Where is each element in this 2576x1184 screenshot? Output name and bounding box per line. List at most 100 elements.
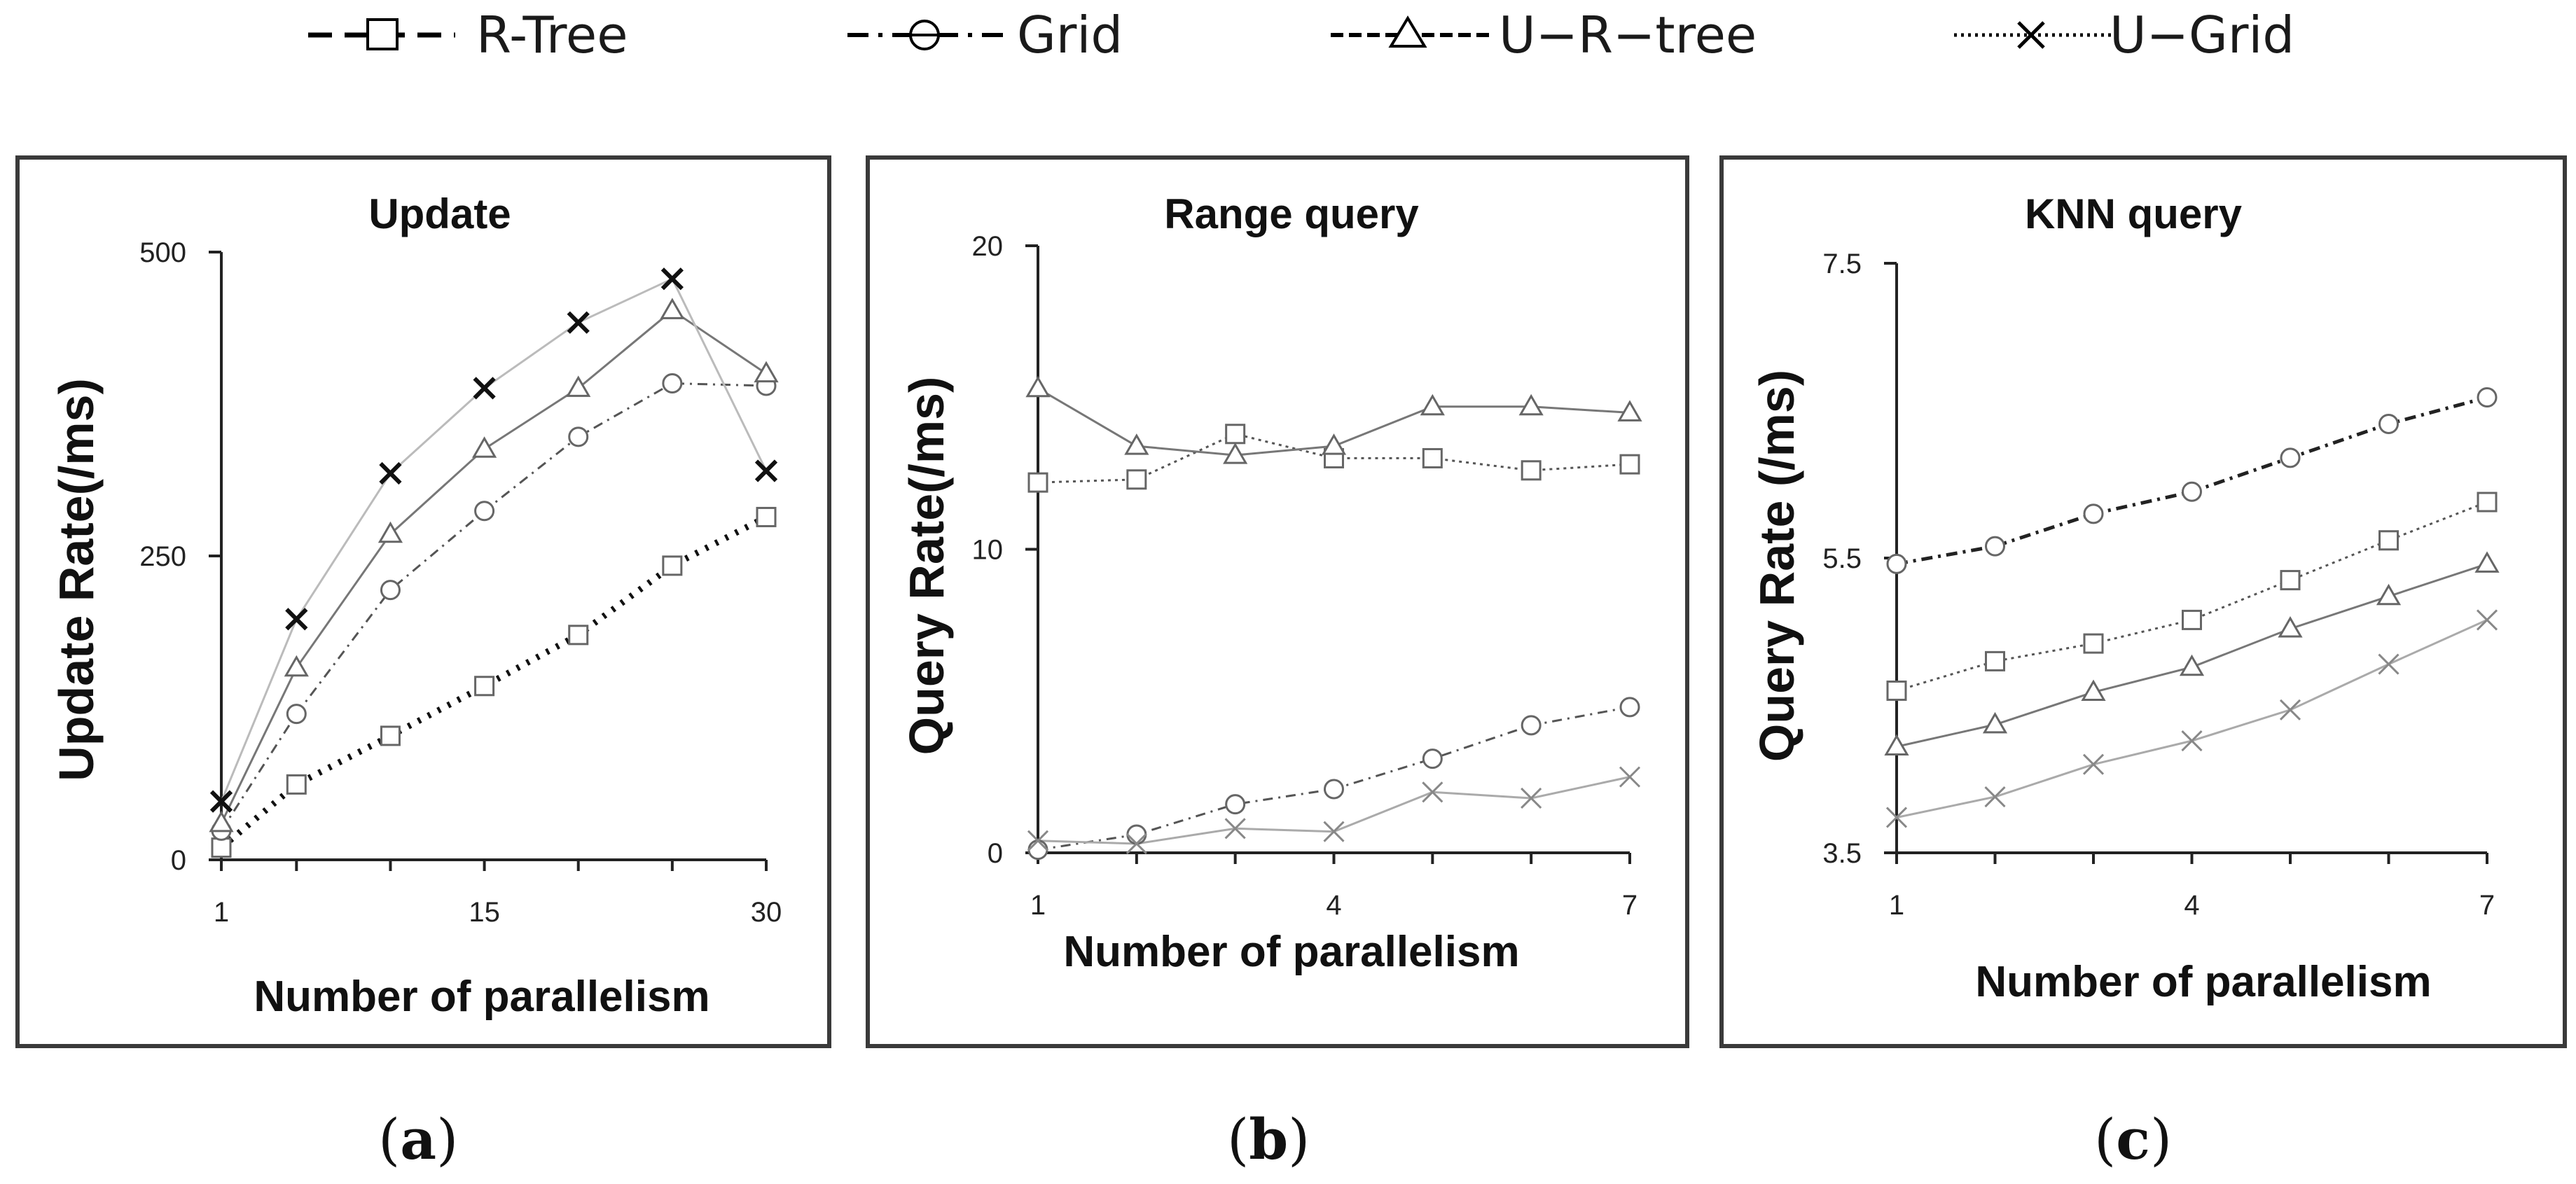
data-point-u-r-tree	[566, 375, 591, 397]
caption-c-text: (c)	[2094, 1106, 2173, 1172]
data-point-u-grid	[209, 790, 233, 813]
y-tick-label: 0	[988, 838, 1003, 869]
data-point-x-stroke	[1984, 786, 2006, 808]
data-point-r-tree	[2378, 530, 2399, 551]
data-point-r-tree	[2083, 633, 2104, 654]
series-line-u-grid	[220, 277, 768, 802]
data-point-u-grid	[1126, 833, 1147, 855]
data-point-u-grid	[2378, 653, 2400, 675]
data-point-x-stroke	[209, 790, 233, 813]
data-point-grid	[380, 580, 401, 601]
data-point-u-r-tree	[660, 298, 685, 319]
legend-symbol-u-grid	[1954, 21, 2115, 49]
chart-title: Update	[368, 190, 511, 237]
y-tick-label: 10	[972, 535, 1004, 566]
data-point-u-r-tree	[1518, 393, 1544, 416]
x-tick-label: 1	[214, 897, 229, 928]
panel-knn-query: KNN query 3.5 5.5 7.5 1 4 7 Number of paralleli…	[1719, 155, 2567, 1048]
data-point-r-tree	[1886, 680, 1907, 701]
data-point-r-tree	[2477, 492, 2498, 513]
data-point-r-tree	[474, 676, 495, 697]
data-point-x-stroke	[1027, 830, 1049, 851]
data-point-u-grid	[473, 377, 496, 400]
legend-item-u-r-tree: U−R−tree	[1331, 0, 1765, 70]
data-point-x-stroke	[473, 377, 496, 400]
data-point-u-grid	[660, 267, 684, 291]
data-point-grid	[1985, 536, 2005, 557]
legend-label-u-grid: U−Grid	[2110, 6, 2295, 64]
data-point-grid	[1225, 794, 1246, 815]
data-point-u-grid	[1619, 766, 1641, 788]
y-tick-label: 250	[139, 541, 186, 572]
data-point-x-stroke	[1224, 818, 1246, 840]
data-point-r-tree	[756, 506, 777, 527]
data-point-grid	[1126, 824, 1147, 845]
y-axis-label: Query Rate (/ms)	[1750, 370, 1804, 762]
data-point-u-grid	[754, 459, 778, 482]
data-point-r-tree	[1521, 460, 1542, 481]
data-point-u-r-tree	[378, 521, 403, 543]
data-point-r-tree	[1619, 454, 1640, 475]
data-point-x-stroke	[2082, 753, 2105, 775]
data-point-u-grid	[285, 608, 308, 631]
x-tick-label: 4	[2184, 890, 2199, 921]
chart-update: Update 0 250 500 1 15 30 Number of parallelism U…	[49, 190, 782, 1021]
data-point-x-stroke	[2378, 653, 2400, 675]
data-point-r-tree	[211, 837, 232, 858]
data-point-grid	[1619, 697, 1640, 718]
data-point-r-tree	[1027, 472, 1048, 493]
data-point-x-stroke	[1126, 833, 1147, 855]
data-point-u-r-tree	[1321, 433, 1347, 455]
legend-symbol-grid	[847, 20, 1009, 50]
data-point-r-tree	[1126, 469, 1147, 490]
data-point-u-r-tree	[754, 361, 779, 383]
data-point-u-r-tree	[2081, 679, 2106, 702]
legend-item-u-grid: U−Grid	[1954, 0, 2304, 70]
data-point-r-tree	[1422, 447, 1443, 468]
series-line-grid	[1037, 706, 1630, 851]
data-point-u-r-tree	[284, 655, 309, 677]
y-tick-label: 500	[139, 237, 186, 268]
data-point-r-tree	[286, 774, 307, 795]
data-point-u-grid	[1027, 830, 1049, 851]
data-point-u-r-tree	[2278, 616, 2303, 638]
caption-a: (a)	[378, 1106, 458, 1172]
panel-update: Update 0 250 500 1 15 30 Number of parallelism U…	[15, 155, 831, 1048]
data-point-u-grid	[2279, 699, 2301, 720]
legend-item-grid: Grid	[847, 0, 1142, 70]
data-point-u-grid	[379, 461, 402, 485]
data-point-r-tree	[568, 625, 589, 646]
chart-knn-query: KNN query 3.5 5.5 7.5 1 4 7 Number of paralleli…	[1750, 190, 2500, 1006]
data-point-u-r-tree	[1982, 711, 2008, 734]
caption-a-text: (a)	[378, 1106, 459, 1172]
data-point-x-stroke	[754, 459, 778, 482]
caption-b: (b)	[1227, 1106, 1310, 1172]
y-tick-label: 5.5	[1822, 543, 1862, 574]
panel-range-query: Range query 0 10 20 1 4 7 Number of parallelism…	[866, 155, 1689, 1048]
data-point-u-grid	[1885, 807, 1908, 828]
data-point-x-stroke	[2279, 699, 2301, 720]
data-point-r-tree	[2280, 570, 2301, 591]
x-tick-label: 7	[1622, 890, 1637, 921]
data-point-r-tree	[380, 725, 401, 746]
x-tick-label: 4	[1326, 890, 1341, 921]
data-point-u-grid	[2181, 730, 2203, 752]
y-tick-label: 0	[171, 845, 186, 876]
caption-c: (c)	[2094, 1106, 2172, 1172]
x-tick-label: 30	[751, 897, 782, 928]
data-point-grid	[474, 501, 495, 522]
data-point-grid	[1521, 715, 1542, 736]
legend-label-u-r-tree: U−R−tree	[1499, 6, 1757, 64]
y-tick-label: 3.5	[1822, 838, 1862, 869]
x-axis-label: Number of parallelism	[254, 973, 709, 1021]
x-tick-label: 1	[1889, 890, 1904, 921]
data-point-u-grid	[2476, 609, 2498, 631]
data-point-grid	[2280, 447, 2301, 468]
data-point-x-stroke	[2181, 730, 2203, 752]
y-tick-label: 7.5	[1822, 249, 1862, 279]
data-point-grid	[286, 704, 307, 725]
data-point-grid	[662, 372, 683, 393]
data-point-grid	[2083, 503, 2104, 524]
data-point-u-r-tree	[2376, 583, 2402, 606]
data-point-grid	[2477, 387, 2498, 408]
